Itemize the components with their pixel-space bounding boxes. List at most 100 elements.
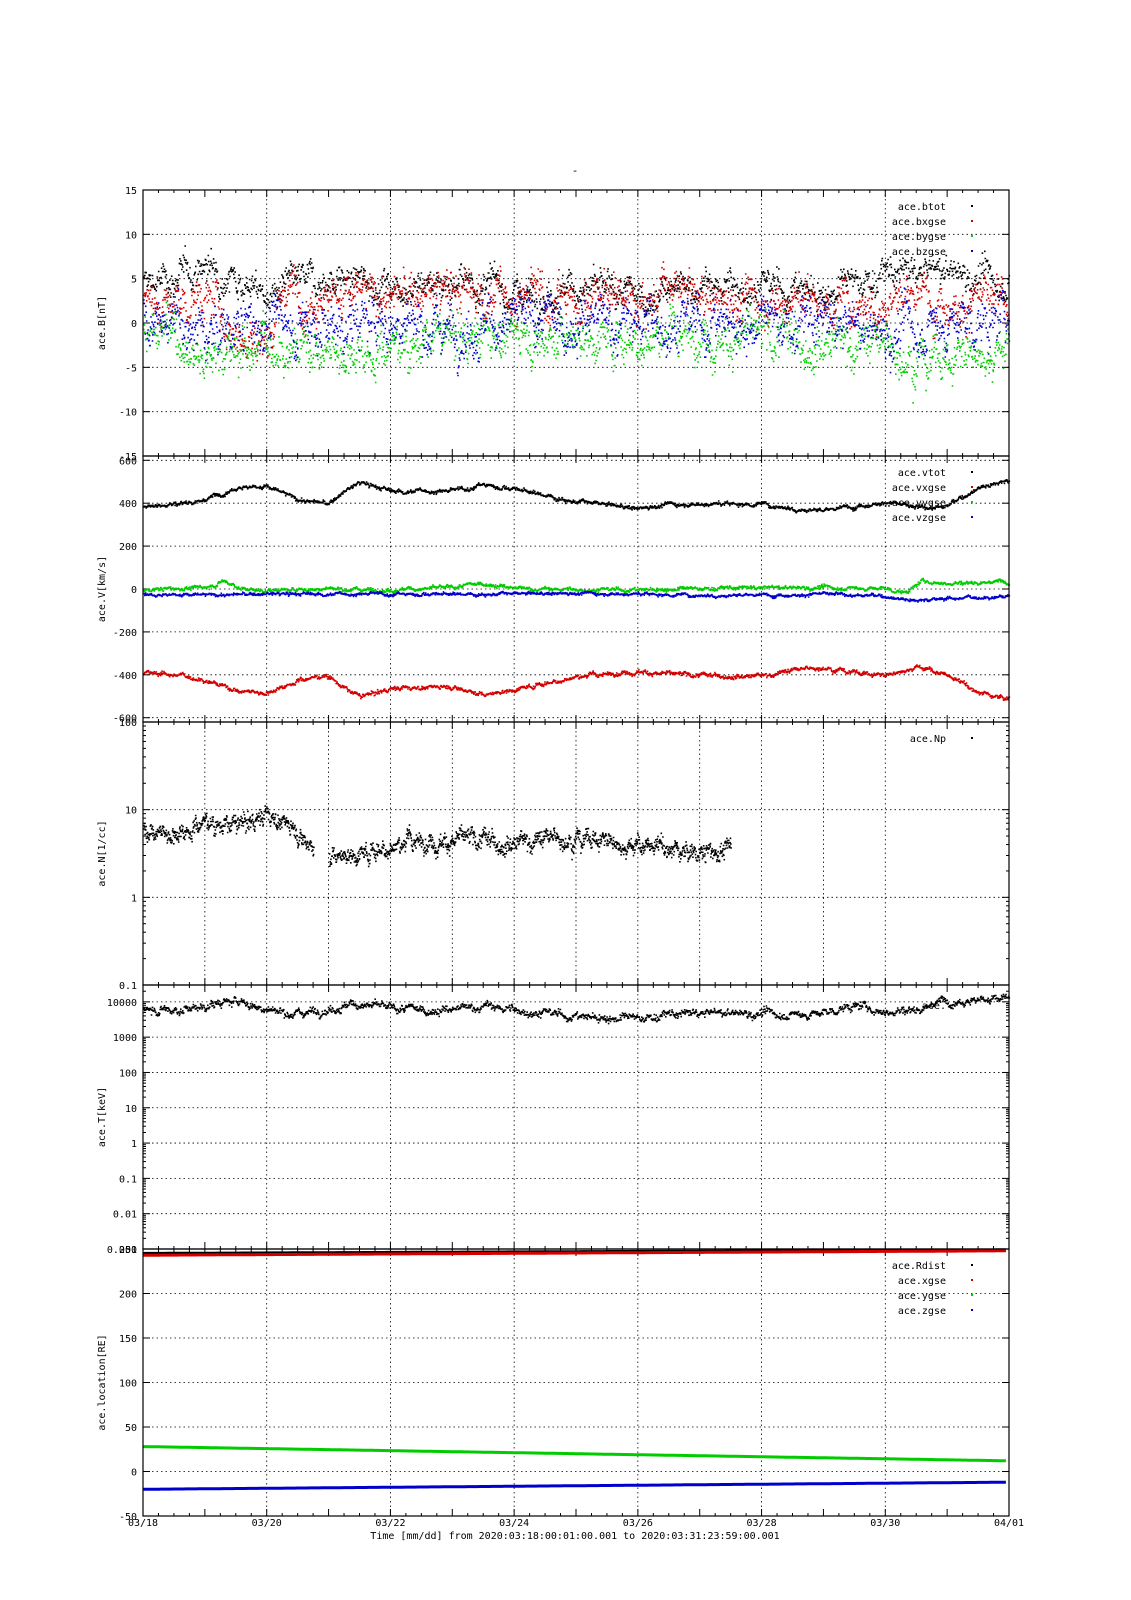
legend-label: ace.zgse: [898, 1306, 946, 1317]
series-ace-vzgse: [143, 590, 1011, 603]
legend-label: ace.bxgse: [892, 217, 946, 228]
y-tick-label: -50: [119, 1512, 137, 1523]
legend-marker: [971, 205, 973, 207]
legend-marker: [971, 1309, 973, 1311]
series-ace-ygse: [143, 1445, 1006, 1463]
legend-marker: [971, 516, 973, 518]
panel-3: 100 10 1 0.1 ace.N[1/cc] ace.Np: [97, 718, 1010, 992]
legend-marker: [971, 471, 973, 473]
chart-panels: 151050-5-10-15ace.B[nT]ace.btotace.bxgse…: [97, 186, 1024, 1529]
y-tick-label: 0.001: [107, 1245, 137, 1256]
series-ace-bygse: [143, 295, 1011, 404]
y-tick-label: -5: [125, 363, 137, 374]
y-tick-label: 0: [131, 1468, 137, 1479]
legend-label: ace.btot: [898, 202, 946, 213]
y-tick-label: 10: [125, 806, 137, 817]
y-tick-label: 10: [125, 230, 137, 241]
legend-label: ace.vtot: [898, 468, 946, 479]
y-tick-label: -200: [113, 628, 137, 639]
panel-frame: [142, 1248, 1010, 1517]
legend-marker: [971, 501, 973, 503]
y-tick-label: -15: [119, 452, 137, 463]
y-axis-label: ace.N[1/cc]: [97, 820, 108, 886]
series-ace-T: [143, 993, 1011, 1025]
y-tick-label: 100: [119, 1068, 137, 1079]
series-points: [143, 577, 1011, 595]
y-axis-label: ace.location[RE]: [97, 1334, 108, 1430]
y-tick-label: 1: [131, 893, 137, 904]
legend-marker: [971, 737, 973, 739]
legend-marker: [971, 250, 973, 252]
series-line: [143, 1445, 1006, 1463]
legend: ace.btot ace.bxgse ace.bygse ace.bzgse: [892, 202, 973, 258]
series-ace-vygse: [143, 577, 1011, 595]
y-tick-label: 0: [131, 319, 137, 330]
x-tick-label: 03/18: [128, 1518, 158, 1529]
legend: ace.Np: [910, 734, 973, 745]
y-tick-label: 50: [125, 1423, 137, 1434]
y-tick-label: 5: [131, 275, 137, 286]
y-tick-label: 250: [119, 1245, 137, 1256]
series-ace-vxgse: [143, 664, 1011, 701]
series-points: [143, 479, 1011, 514]
y-tick-label: -600: [113, 714, 137, 725]
y-tick-label: 150: [119, 1334, 137, 1345]
legend: ace.Rdist ace.xgse ace.ygse ace.zgse: [892, 1261, 973, 1317]
y-tick-label: 600: [119, 456, 137, 467]
legend-label: ace.vxgse: [892, 483, 946, 494]
y-tick-label: 100: [119, 1379, 137, 1390]
legend-label: ace.ygse: [898, 1291, 946, 1302]
y-tick-label: 1: [131, 1139, 137, 1150]
legend-label: ace.xgse: [898, 1276, 946, 1287]
series-ace-vtot: [143, 479, 1011, 514]
legend: ace.: [922, 1001, 946, 1012]
y-tick-label: 1000: [113, 1033, 137, 1044]
series-ace-zgse: [143, 1480, 1006, 1491]
y-tick-label: 10: [125, 1104, 137, 1115]
legend-label: ace.vzgse: [892, 513, 946, 524]
panel-5: 250 200 150 100 50 0 -50 ace.location[RE] ace.Rd…: [97, 1245, 1010, 1523]
y-tick-label: 15: [125, 186, 137, 197]
legend-marker: [971, 1294, 973, 1296]
series-points: [143, 295, 1011, 404]
legend-marker: [971, 486, 973, 488]
panel-1: 15 10 5 0 -5 -10 -15 ace.B[nT] ace.btot ace.bxgse…: [97, 186, 1011, 463]
y-tick-label: 0.1: [119, 1174, 137, 1185]
series-line: [143, 1249, 1006, 1257]
x-axis-label: Time [mm/dd] from 2020:03:18:00:01:00.00…: [370, 1531, 779, 1542]
legend-label: ace.Np: [910, 734, 946, 745]
x-tick-label: 03/20: [252, 1518, 282, 1529]
legend-label: ace.Rdist: [892, 1261, 946, 1272]
y-tick-label: -400: [113, 671, 137, 682]
y-tick-label: 400: [119, 499, 137, 510]
panel-2: 600 400 200 0 -200 -400 -600 ace.V[km/s] ace.vto…: [97, 455, 1011, 725]
legend-marker: [971, 1264, 973, 1266]
series-points: [143, 664, 1011, 701]
legend-label: ace.bygse: [892, 232, 946, 243]
legend-label: ace.vygse: [892, 498, 946, 509]
x-tick-label: 04/01: [994, 1518, 1024, 1529]
series-ace-Np: [143, 805, 732, 868]
y-tick-label: 0: [131, 585, 137, 596]
y-tick-label: 100: [119, 718, 137, 729]
x-tick-label: 03/24: [499, 1518, 529, 1529]
x-tick-label: 03/26: [623, 1518, 653, 1529]
y-tick-label: 200: [119, 542, 137, 553]
panel-frame: [142, 984, 1010, 1250]
series-points: [143, 805, 732, 868]
legend-label: ace.: [922, 1001, 946, 1012]
panel-4: 10000 1000 100 10 1 0.1 0.01 0.001 ace.T[keV] ace…: [97, 984, 1011, 1256]
y-tick-label: -10: [119, 408, 137, 419]
y-tick-label: 0.01: [113, 1210, 137, 1221]
page-title: -: [572, 164, 579, 177]
series-points: [143, 993, 1011, 1025]
legend-label: ace.bzgse: [892, 247, 946, 258]
series-line: [143, 1480, 1006, 1491]
legend-marker: [971, 1279, 973, 1281]
legend-marker: [971, 220, 973, 222]
legend-marker: [971, 235, 973, 237]
y-axis-label: ace.B[nT]: [97, 296, 108, 350]
series-ace-xgse: [143, 1249, 1006, 1257]
y-tick-label: 10000: [107, 998, 137, 1009]
